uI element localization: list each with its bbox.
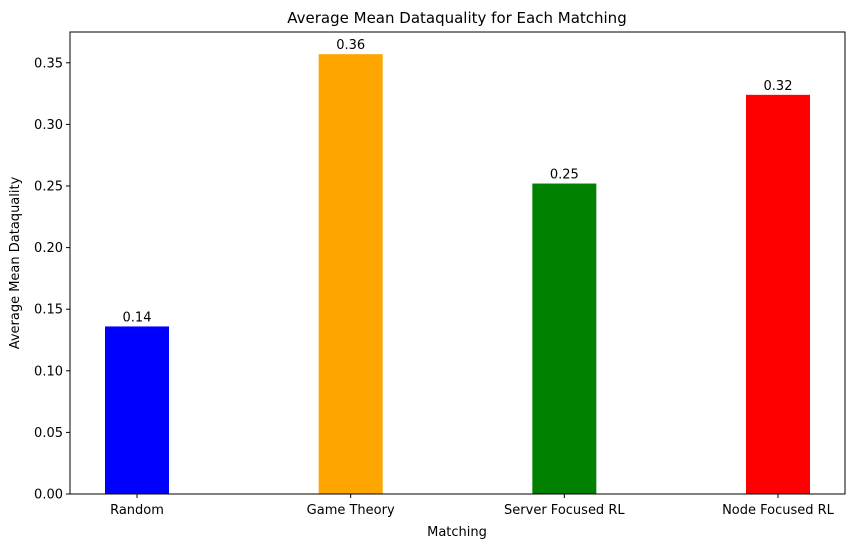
- bar-random: [105, 326, 169, 494]
- y-tick-label: 0.00: [34, 488, 63, 503]
- bar-value-label: 0.25: [550, 168, 579, 183]
- x-tick-label: Random: [110, 503, 164, 518]
- x-axis-label: Matching: [427, 525, 487, 540]
- bar-value-label: 0.36: [336, 38, 365, 53]
- bar-game-theory: [318, 54, 383, 495]
- y-axis: 0.00 0.05 0.10 0.15 0.20 0.25 0.30 0.35: [34, 56, 70, 503]
- y-tick-label: 0.30: [34, 118, 63, 133]
- y-tick-label: 0.10: [34, 364, 63, 379]
- y-tick-label: 0.25: [34, 180, 63, 195]
- y-tick-label: 0.35: [34, 56, 63, 71]
- bar-value-label: 0.32: [764, 79, 793, 94]
- x-tick-label: Game Theory: [307, 503, 395, 518]
- plot-frame: [69, 31, 846, 495]
- y-tick-label: 0.05: [34, 426, 63, 441]
- bar-server-focused-rl: [532, 183, 597, 494]
- y-axis-label: Average Mean Dataquality: [8, 176, 23, 349]
- bar-labels-group: 0.14 0.36 0.25 0.32: [123, 38, 793, 325]
- bar-value-label: 0.14: [123, 310, 152, 325]
- y-tick-label: 0.15: [34, 303, 63, 318]
- bar-node-focused-rl: [746, 94, 810, 494]
- bars-group: [105, 54, 810, 495]
- x-tick-label: Node Focused RL: [722, 503, 835, 518]
- x-tick-label: Server Focused RL: [504, 503, 625, 518]
- y-tick-label: 0.20: [34, 241, 63, 256]
- x-axis: Random Game Theory Server Focused RL Node F…: [110, 494, 835, 518]
- chart-title: Average Mean Dataquality for Each Matchi…: [287, 9, 626, 27]
